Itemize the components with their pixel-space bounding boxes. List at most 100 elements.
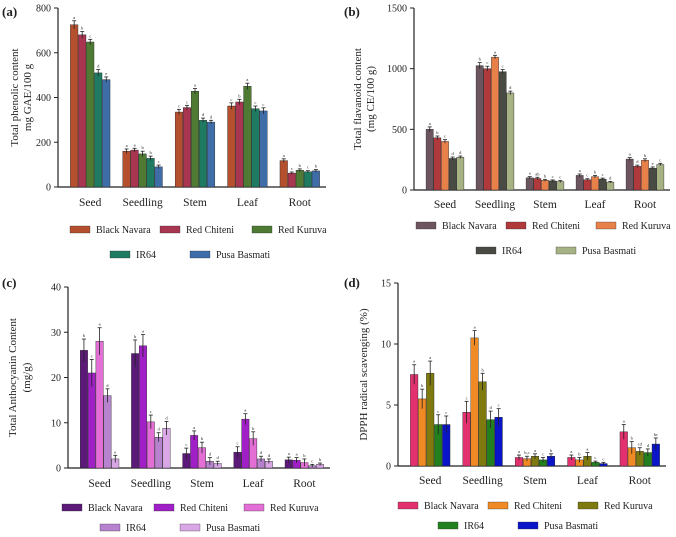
panel-d-category-label: Stem bbox=[523, 475, 547, 487]
panel-b-bar bbox=[641, 160, 649, 191]
panel-a-bar bbox=[303, 171, 312, 188]
panel-b-sig-letter: d bbox=[609, 175, 612, 180]
panel-b-bar bbox=[556, 181, 565, 191]
panel-b-ylabel-1: (mg CE/100 g) bbox=[365, 66, 377, 132]
panel-c-legend-swatch bbox=[243, 503, 265, 512]
panel-c-sig-letter: c bbox=[237, 441, 239, 446]
panel-a-sig-letter: a bbox=[246, 77, 248, 82]
panel-d-sig-letter: cd bbox=[638, 442, 643, 447]
panel-a-sig-letter: c bbox=[158, 159, 160, 164]
panel-c-sig-letter: a bbox=[99, 322, 101, 327]
panel-b-sig-letter: e bbox=[652, 161, 654, 166]
panel-c-label: (c) bbox=[2, 275, 16, 290]
panel-b-legend-swatch bbox=[505, 221, 527, 230]
panel-d-sig-letter: bc bbox=[654, 432, 658, 437]
panel-c-bar bbox=[146, 421, 155, 469]
panel-b-bar bbox=[456, 157, 465, 191]
panel-d-sig-letter: a bbox=[413, 359, 415, 364]
panel-b-category-label: Leaf bbox=[584, 199, 605, 211]
panel-d-legend-swatch bbox=[487, 501, 509, 510]
panel-c-bar bbox=[241, 418, 250, 469]
panel-a-ylabel-1: mg GAE/100 g bbox=[22, 63, 34, 131]
panel-b-sig-letter: c bbox=[586, 173, 588, 178]
panel-d-category-label: Root bbox=[629, 475, 652, 487]
panel-a-bar bbox=[174, 111, 183, 188]
panel-c-sig-letter: c bbox=[311, 458, 313, 463]
panel-b-bar bbox=[433, 137, 442, 191]
panel-a-sig-letter: d bbox=[97, 64, 100, 69]
panel-a-legend-swatch bbox=[189, 250, 211, 259]
panel-d-category-label: Seed bbox=[419, 475, 442, 487]
panel-b-bar bbox=[475, 65, 484, 191]
panel-a-legend-label: IR64 bbox=[136, 250, 156, 261]
panel-c-bar bbox=[95, 341, 104, 469]
panel-a-sig-letter: d bbox=[210, 114, 213, 119]
panel-d: (d)DPPH radical scavenging (%)051015abac… bbox=[344, 275, 666, 532]
panel-c-category-label: Leaf bbox=[243, 478, 264, 490]
panel-a-bar bbox=[287, 172, 296, 188]
panel-b-bar bbox=[606, 181, 615, 191]
panel-a-sig-letter: a bbox=[126, 143, 128, 148]
panel-c-sig-letter: d bbox=[268, 453, 271, 458]
panel-b-bar bbox=[448, 158, 457, 191]
panel-a-bar bbox=[259, 110, 268, 188]
panel-d-sig-letter: c bbox=[542, 451, 544, 456]
panel-d-sig-letter: a bbox=[623, 419, 625, 424]
panel-d-legend-label: Red Kuruva bbox=[604, 501, 653, 512]
panel-a-bar bbox=[279, 160, 288, 188]
panel-d-sig-letter: c bbox=[445, 410, 447, 415]
panel-d-legend-label: Black Navara bbox=[424, 501, 479, 512]
panel-b-bar bbox=[541, 180, 549, 191]
panel-a-bar bbox=[243, 86, 252, 188]
panel-a-legend-swatch bbox=[251, 225, 273, 234]
panel-b-ylabel-0: Total flavanoid content bbox=[352, 48, 364, 150]
panel-d-sig-letter: c bbox=[594, 455, 596, 460]
panel-b-category-label: Seedling bbox=[475, 199, 515, 211]
panel-a-sig-letter: b bbox=[315, 164, 318, 169]
panel-a-sig-letter: b bbox=[238, 93, 241, 98]
panel-a-legend: Black Navara Red Chiteni Red Kuruva IR64 Pus… bbox=[69, 225, 327, 261]
panel-a-category-label: Seed bbox=[79, 197, 102, 209]
panel-a-legend-swatch bbox=[159, 225, 181, 234]
panel-a-bar bbox=[70, 24, 79, 188]
panel-c-sig-letter: d bbox=[106, 383, 109, 388]
panel-b-bar bbox=[506, 92, 515, 191]
panel-b-legend: Black Navara Red Chiteni Red Kuruva IR64 Pus… bbox=[415, 221, 671, 257]
panel-a-sig-letter: c bbox=[254, 100, 256, 105]
panel-a-bar bbox=[182, 107, 191, 188]
panel-a-ytick-label: 200 bbox=[36, 138, 51, 149]
panel-a-sig-letter: a bbox=[134, 142, 136, 147]
panel-b-sig-letter: a bbox=[529, 171, 531, 176]
panel-b-sig-letter: a bbox=[494, 49, 496, 54]
panel-b-sig-letter: a bbox=[429, 121, 431, 126]
panel-a-ytick-label: 0 bbox=[46, 183, 51, 194]
panel-c-sig-letter: d bbox=[209, 452, 212, 457]
panel-b-sig-letter: d bbox=[509, 85, 512, 90]
panel-c-legend-swatch bbox=[99, 523, 121, 532]
panel-b-legend-swatch bbox=[555, 246, 577, 255]
panel-a-ytick-label: 800 bbox=[36, 4, 51, 15]
panel-d-sig-letter: a bbox=[429, 355, 431, 360]
panel-a-sig-letter: a bbox=[283, 153, 285, 158]
panel-c-ytick-label: 20 bbox=[51, 373, 61, 384]
panel-c-ytick-label: 10 bbox=[51, 418, 61, 429]
panel-d-bar bbox=[410, 374, 419, 467]
panel-b-bar bbox=[441, 141, 449, 191]
panel-b-legend-label: Red Kuruva bbox=[622, 221, 671, 232]
panel-b-ytick-label: 500 bbox=[392, 125, 407, 136]
panel-a-bar bbox=[78, 34, 87, 188]
panel-b-category-label: Stem bbox=[533, 199, 557, 211]
panel-c-legend-swatch bbox=[61, 503, 83, 512]
panel-c-legend-label: Red Chiteni bbox=[180, 503, 228, 514]
panel-b-sig-letter: b bbox=[644, 153, 647, 158]
panel-a-legend-label: Black Navara bbox=[96, 225, 151, 236]
panel-b-bar bbox=[483, 68, 492, 191]
panel-c-sig-letter: a bbox=[296, 452, 298, 457]
panel-b-sig-letter: b bbox=[479, 57, 482, 62]
panel-b-sig-letter: c bbox=[552, 174, 554, 179]
panel-a-sig-letter: c bbox=[186, 99, 188, 104]
panel-b-sig-letter: c bbox=[659, 157, 661, 162]
panel-d-legend-swatch bbox=[577, 501, 599, 510]
panel-a-sig-letter: c bbox=[89, 33, 91, 38]
panel-a-bar bbox=[207, 121, 216, 188]
